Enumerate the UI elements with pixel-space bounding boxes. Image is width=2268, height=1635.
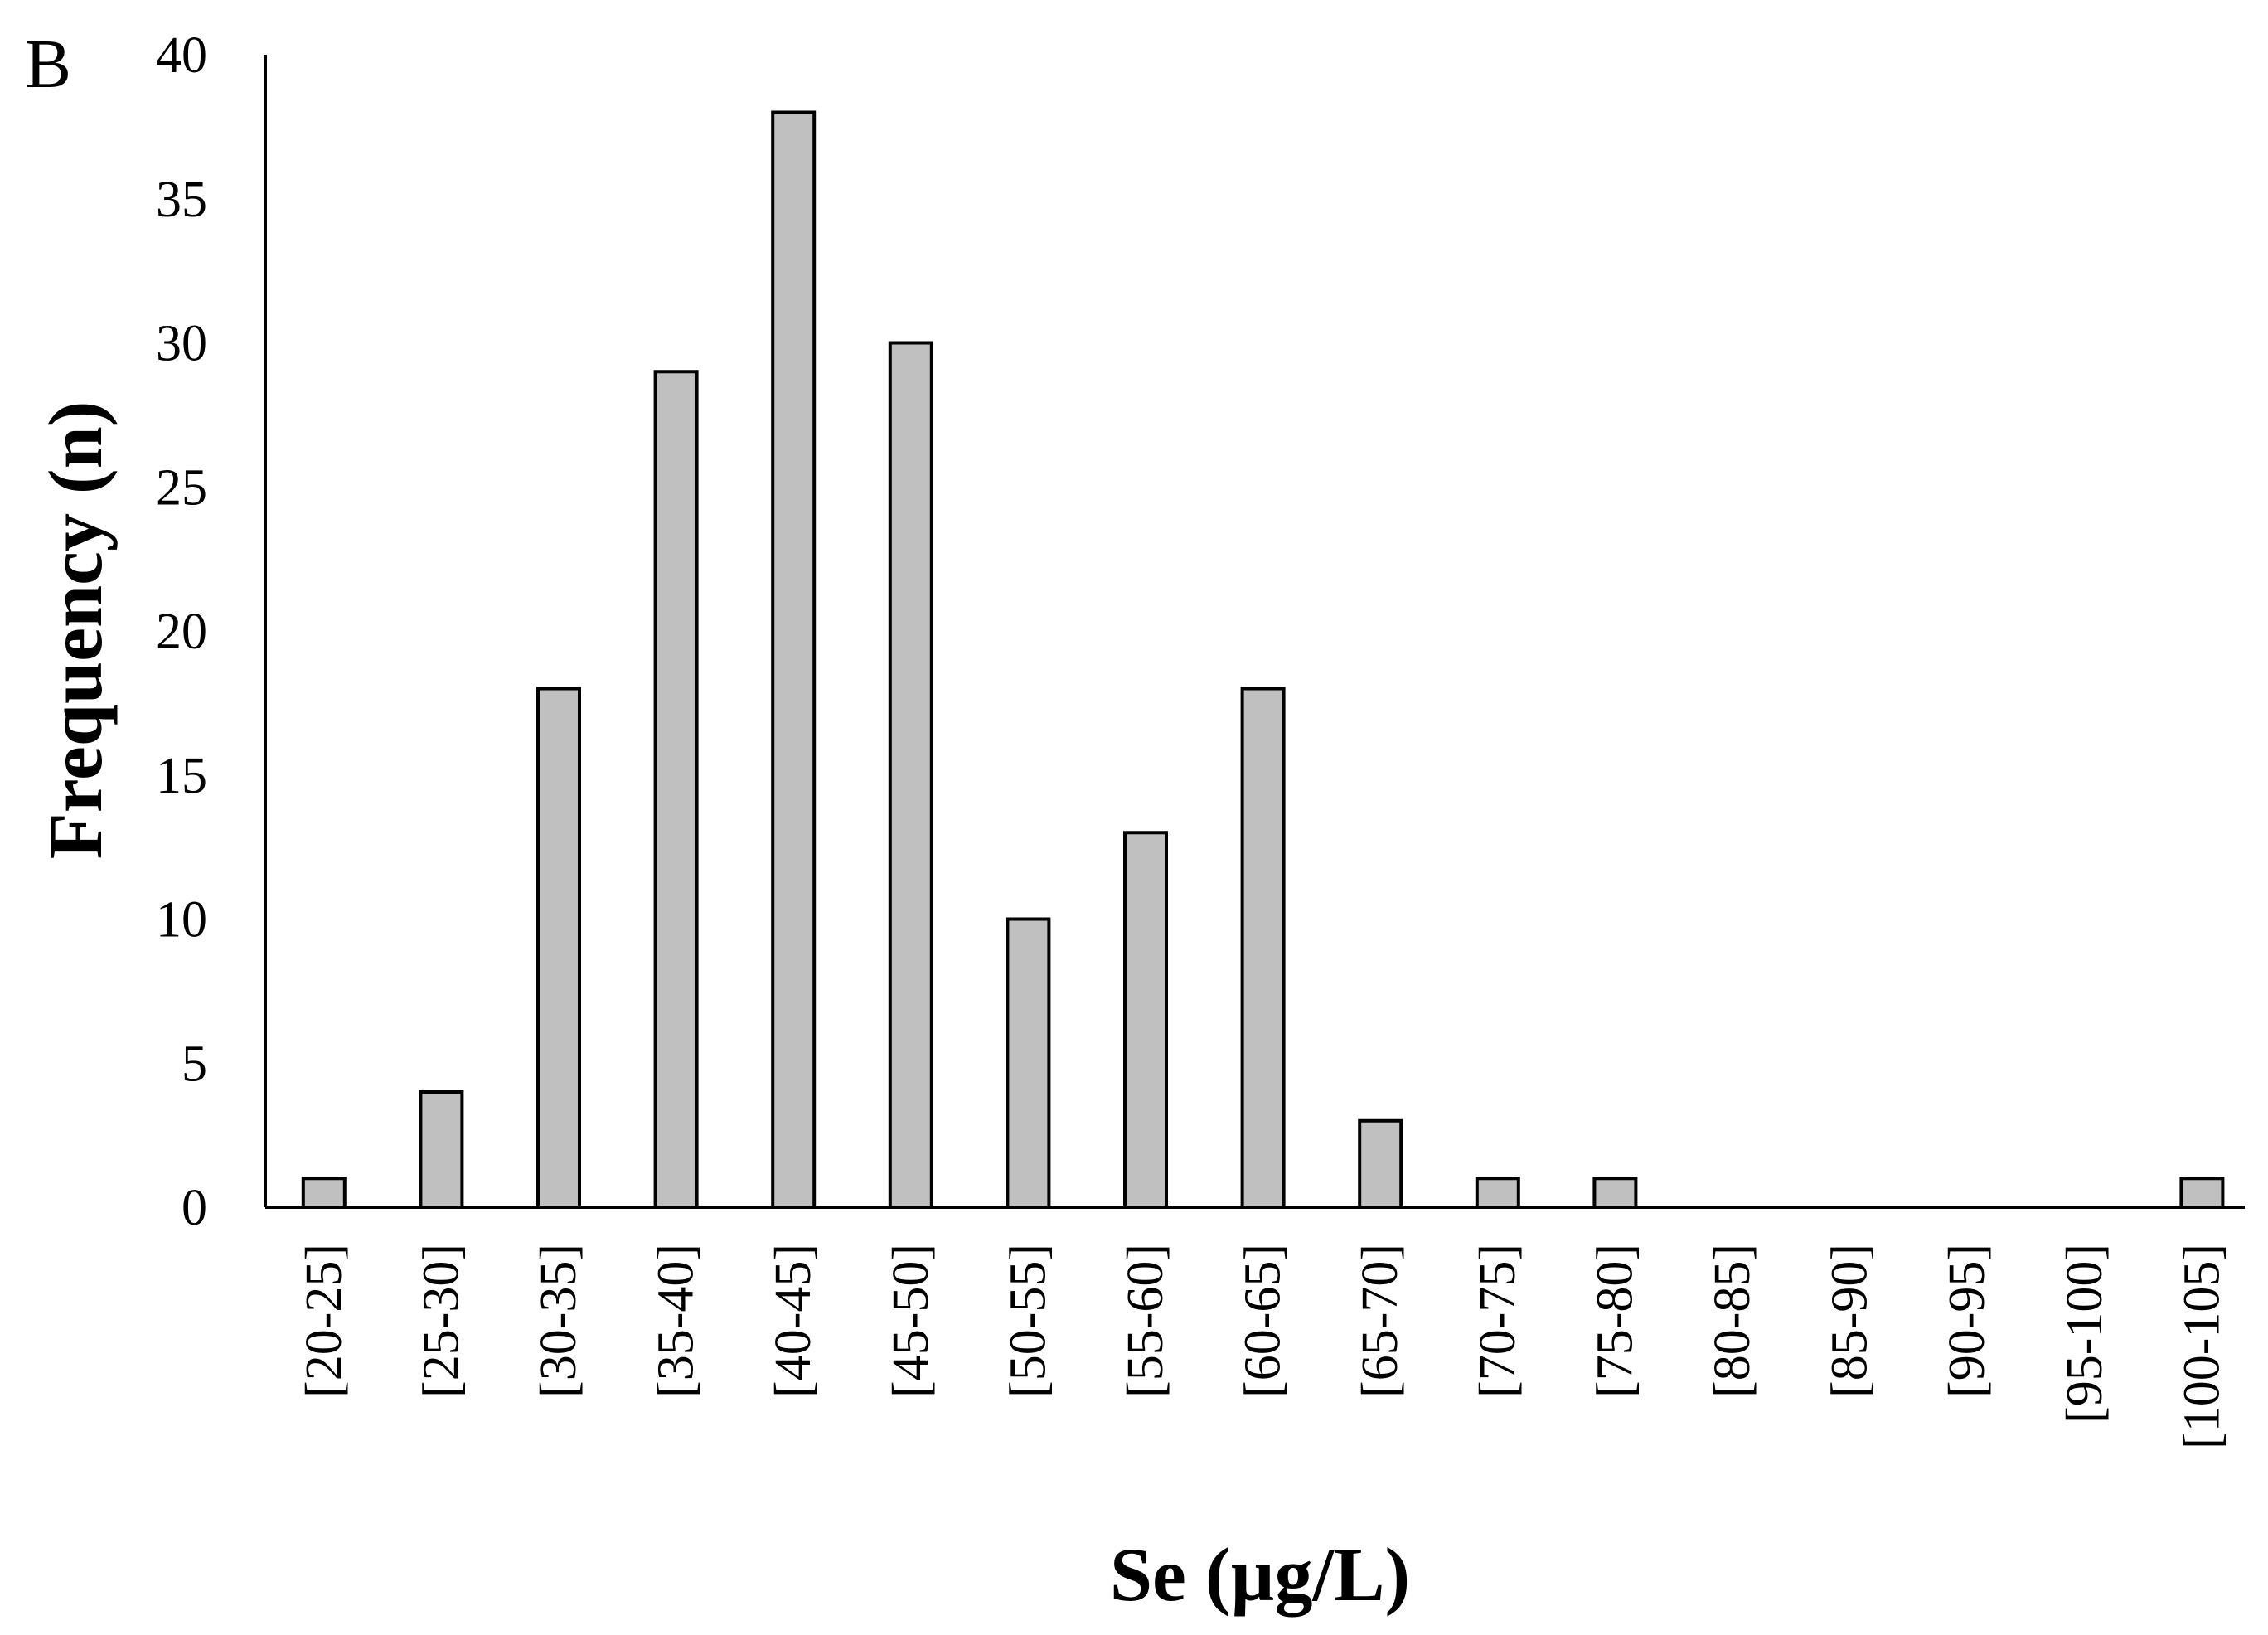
- y-axis-title: Frequency (n): [33, 401, 118, 860]
- x-tick-label: [100-105]: [2174, 1244, 2230, 1449]
- bar: [1123, 831, 1168, 1209]
- x-tick-label: [55-60]: [1117, 1244, 1174, 1398]
- y-tick-label: 5: [182, 1036, 207, 1092]
- x-tick-label: [70-75]: [1470, 1244, 1526, 1398]
- x-tick-label: [95-100]: [2057, 1244, 2113, 1424]
- x-tick-label: [20-25]: [296, 1244, 352, 1398]
- y-tick-label: 20: [156, 604, 207, 660]
- bar: [2179, 1177, 2225, 1209]
- x-axis-title: Se (µg/L): [1110, 1532, 1410, 1617]
- x-axis-category-labels: [20-25] [25-30] [30-35] [35-40] [40-45] [45-5…: [296, 1244, 2231, 1449]
- x-tick-label: [35-40]: [648, 1244, 705, 1398]
- x-tick-label: [40-45]: [765, 1244, 821, 1398]
- y-tick-label: 0: [182, 1180, 207, 1236]
- x-tick-label: [65-70]: [1352, 1244, 1408, 1398]
- x-tick-label: [30-35]: [531, 1244, 587, 1398]
- y-tick-label: 40: [156, 27, 207, 84]
- x-tick-label: [90-95]: [1939, 1244, 1995, 1398]
- bar: [888, 341, 933, 1209]
- x-tick-label: [80-85]: [1704, 1244, 1761, 1398]
- bar: [653, 370, 699, 1209]
- y-tick-label: 35: [156, 172, 207, 228]
- bar: [1592, 1177, 1638, 1209]
- y-tick-label: 30: [156, 316, 207, 372]
- bar: [536, 687, 581, 1209]
- y-tick-label: 10: [156, 892, 207, 948]
- bar: [1358, 1118, 1403, 1209]
- x-tick-label: [60-65]: [1235, 1244, 1292, 1398]
- x-tick-label: [75-80]: [1587, 1244, 1643, 1398]
- x-tick-label: [85-90]: [1822, 1244, 1878, 1398]
- bar: [771, 110, 817, 1209]
- x-tick-label: [50-55]: [1000, 1244, 1056, 1398]
- bar: [419, 1090, 464, 1209]
- bar: [301, 1177, 346, 1209]
- x-tick-label: [25-30]: [413, 1244, 469, 1398]
- bar: [1240, 687, 1286, 1209]
- y-tick-label: 15: [156, 748, 207, 804]
- y-axis-ticks: 0 5 10 15 20 25 30 35 40: [156, 27, 207, 1236]
- panel-label: B: [25, 26, 71, 103]
- bar: [1475, 1177, 1520, 1209]
- bar: [1006, 917, 1051, 1209]
- x-tick-label: [45-50]: [883, 1244, 939, 1398]
- bars: [301, 110, 2225, 1209]
- y-tick-label: 25: [156, 459, 207, 516]
